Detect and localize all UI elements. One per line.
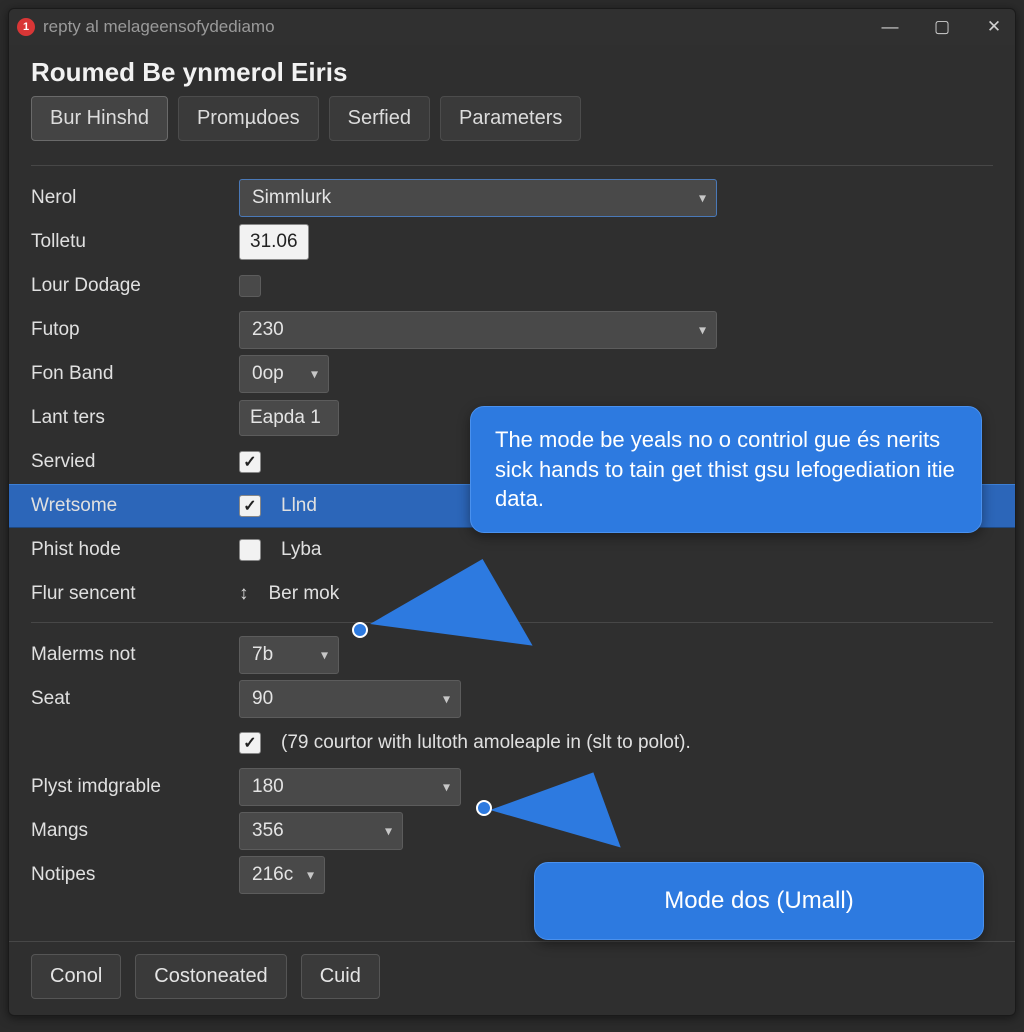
notification-badge: 1 — [17, 18, 35, 36]
courtor-checkbox[interactable]: ✓ — [239, 732, 261, 754]
chevron-down-icon: ▾ — [311, 366, 318, 383]
page-title: Roumed Be ynmerol Eiris — [9, 45, 1015, 96]
nerol-value: Simmlurk — [252, 187, 331, 209]
chevron-down-icon: ▾ — [699, 190, 706, 207]
flursencent-text: Ber mok — [269, 583, 340, 605]
close-icon[interactable]: ✕ — [981, 17, 1007, 37]
phisthode-checkbox[interactable] — [239, 539, 261, 561]
futop-select[interactable]: 230 ▾ — [239, 311, 717, 349]
fonband-label: Fon Band — [31, 363, 229, 385]
maximize-icon[interactable]: ▢ — [929, 17, 955, 37]
lantters-label: Lant ters — [31, 407, 229, 429]
tab-bar: Bur Hinshd Promµdoes Serfied Parameters — [9, 96, 1015, 153]
malermsnot-value: 7b — [252, 644, 273, 666]
chevron-down-icon: ▾ — [699, 322, 706, 339]
futop-value: 230 — [252, 319, 284, 341]
minimize-icon[interactable]: — — [877, 17, 903, 37]
tolletu-label: Tolletu — [31, 231, 229, 253]
plyst-label: Plyst imdgrable — [31, 776, 229, 798]
chevron-down-icon: ▾ — [443, 779, 450, 796]
tab-parameters[interactable]: Parameters — [440, 96, 581, 141]
notipes-value: 216c — [252, 864, 293, 886]
notipes-label: Notipes — [31, 864, 229, 886]
wretsome-checkbox[interactable]: ✓ — [239, 495, 261, 517]
divider — [31, 165, 993, 166]
callout-tooltip-2: Mode dos (Umall) — [534, 862, 984, 940]
nerol-label: Nerol — [31, 187, 229, 209]
mangs-select[interactable]: 356 ▾ — [239, 812, 403, 850]
chevron-down-icon: ▾ — [385, 823, 392, 840]
courtor-text: (79 courtor with lultoth amoleaple in (s… — [281, 732, 691, 754]
chevron-down-icon: ▾ — [307, 867, 314, 884]
wretsome-text: Llnd — [281, 495, 317, 517]
servied-checkbox[interactable]: ✓ — [239, 451, 261, 473]
tolletu-input[interactable]: 31.06 — [239, 224, 309, 260]
chevron-down-icon: ▾ — [321, 647, 328, 664]
sort-icon: ↕ — [239, 583, 249, 605]
notipes-select[interactable]: 216c ▾ — [239, 856, 325, 894]
malermsnot-select[interactable]: 7b ▾ — [239, 636, 339, 674]
dialog-footer: Conol Costoneated Cuid — [9, 941, 1015, 1015]
lourdodage-checkbox[interactable] — [239, 275, 261, 297]
callout-tooltip-1: The mode be yeals no o contriol gue és n… — [470, 406, 982, 533]
malermsnot-label: Malerms not — [31, 644, 229, 666]
nerol-select[interactable]: Simmlurk ▾ — [239, 179, 717, 217]
callout-anchor-dot — [476, 800, 492, 816]
window-title: repty al melageensofydediamo — [43, 17, 275, 37]
futop-label: Futop — [31, 319, 229, 341]
plyst-select[interactable]: 180 ▾ — [239, 768, 461, 806]
costoneated-button[interactable]: Costoneated — [135, 954, 286, 999]
fonband-select[interactable]: 0op ▾ — [239, 355, 329, 393]
mangs-label: Mangs — [31, 820, 229, 842]
lourdodage-label: Lour Dodage — [31, 275, 229, 297]
tab-burhinshd[interactable]: Bur Hinshd — [31, 96, 168, 141]
servied-label: Servied — [31, 451, 229, 473]
tab-serfied[interactable]: Serfied — [329, 96, 430, 141]
cuid-button[interactable]: Cuid — [301, 954, 380, 999]
plyst-value: 180 — [252, 776, 284, 798]
seat-label: Seat — [31, 688, 229, 710]
titlebar: 1 repty al melageensofydediamo — ▢ ✕ — [9, 9, 1015, 45]
fonband-value: 0op — [252, 363, 284, 385]
mangs-value: 356 — [252, 820, 284, 842]
phisthode-text: Lyba — [281, 539, 322, 561]
callout-anchor-dot — [352, 622, 368, 638]
phisthode-label: Phist hode — [31, 539, 229, 561]
lantters-input[interactable]: Eapda 1 — [239, 400, 339, 436]
flursencent-label: Flur sencent — [31, 583, 229, 605]
conol-button[interactable]: Conol — [31, 954, 121, 999]
tab-prompdoes[interactable]: Promµdoes — [178, 96, 319, 141]
wretsome-label: Wretsome — [31, 495, 229, 517]
seat-value: 90 — [252, 688, 273, 710]
